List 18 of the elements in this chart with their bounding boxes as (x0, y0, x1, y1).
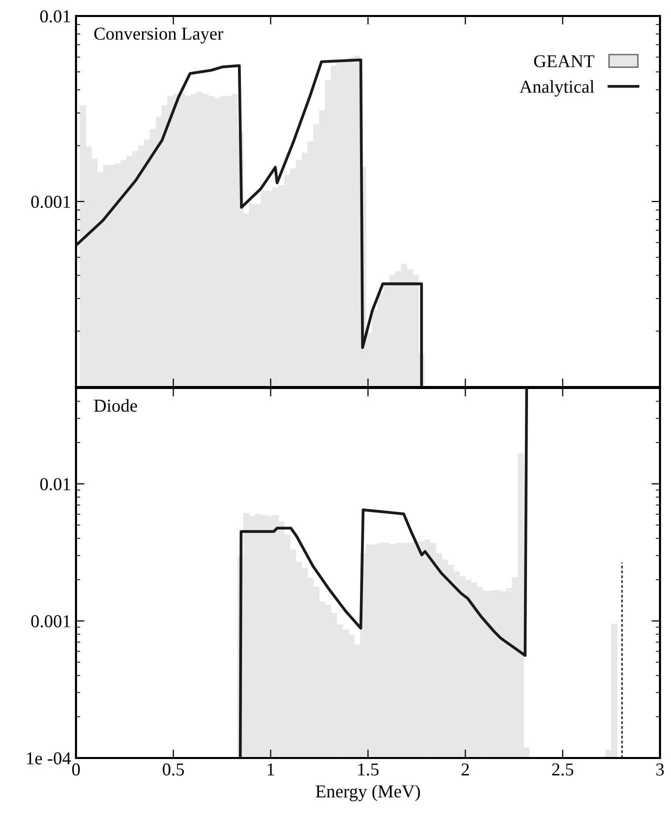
line-series (238, 388, 528, 758)
x-tick-label: 0 (72, 763, 80, 776)
x-tick-label: 1.5 (358, 763, 379, 776)
y-tick-label: 0.01 (40, 10, 70, 23)
x-tick-label: 0.5 (162, 763, 184, 776)
x-tick-label: 3 (656, 763, 664, 776)
x-axis-title: Energy (MeV) (316, 784, 420, 802)
x-tick-label: 1 (268, 763, 274, 776)
y-tick-label: 0.001 (31, 615, 70, 628)
chart-title: Diode (94, 399, 138, 412)
y-tick-label: 0.001 (31, 196, 70, 208)
legend-label: GEANT (534, 55, 594, 68)
y-tick-label: 1e -04 (27, 752, 71, 764)
text: Conversion Layer (94, 28, 224, 44)
y-tick-label: 0.01 (40, 478, 70, 490)
x-tick-label: 2.5 (552, 763, 574, 776)
x-tick-label: 2 (462, 763, 469, 776)
legend-label: Analytical (520, 80, 594, 97)
